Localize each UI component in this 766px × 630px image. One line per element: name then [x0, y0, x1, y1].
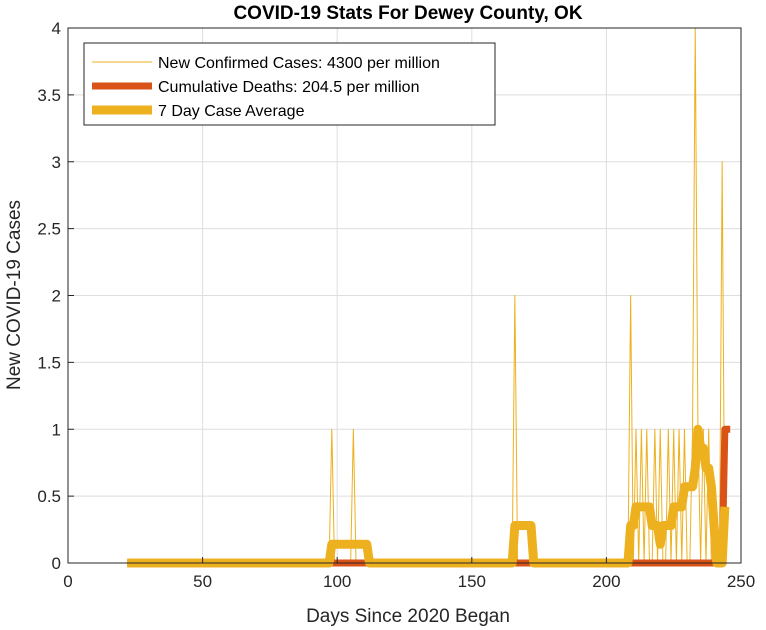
y-tick-label: 2 [52, 287, 61, 306]
x-axis-label: Days Since 2020 Began [306, 606, 510, 627]
x-tick-label: 200 [592, 572, 620, 591]
legend: New Confirmed Cases: 4300 per million Cu… [83, 42, 496, 126]
y-tick-label: 4 [52, 19, 61, 38]
y-tick-label: 3 [52, 153, 61, 172]
y-tick-label: 0.5 [37, 487, 61, 506]
y-axis-label: New COVID-19 Cases [4, 200, 25, 390]
legend-label-deaths: Cumulative Deaths: 204.5 per million [158, 79, 419, 96]
y-tick-label: 1 [52, 420, 61, 439]
y-tick-label: 0 [52, 554, 61, 573]
y-tick-label: 2.5 [37, 220, 61, 239]
x-tick-label: 250 [727, 572, 755, 591]
x-tick-label: 50 [193, 572, 212, 591]
x-tick-label: 150 [458, 572, 486, 591]
y-tick-label: 3.5 [37, 86, 61, 105]
x-tick-label: 0 [63, 572, 72, 591]
x-tick-label: 100 [323, 572, 351, 591]
legend-label-7day-average: 7 Day Case Average [158, 103, 305, 120]
legend-box [83, 42, 496, 126]
axis-ticks: 0 50 100 150 200 250 0 0.5 1 1.5 2 2.5 3 3.5 4 [37, 19, 755, 591]
chart-title: COVID-19 Stats For Dewey County, OK [233, 3, 582, 24]
legend-label-new-cases: New Confirmed Cases: 4300 per million [158, 55, 440, 72]
y-tick-label: 1.5 [37, 353, 61, 372]
